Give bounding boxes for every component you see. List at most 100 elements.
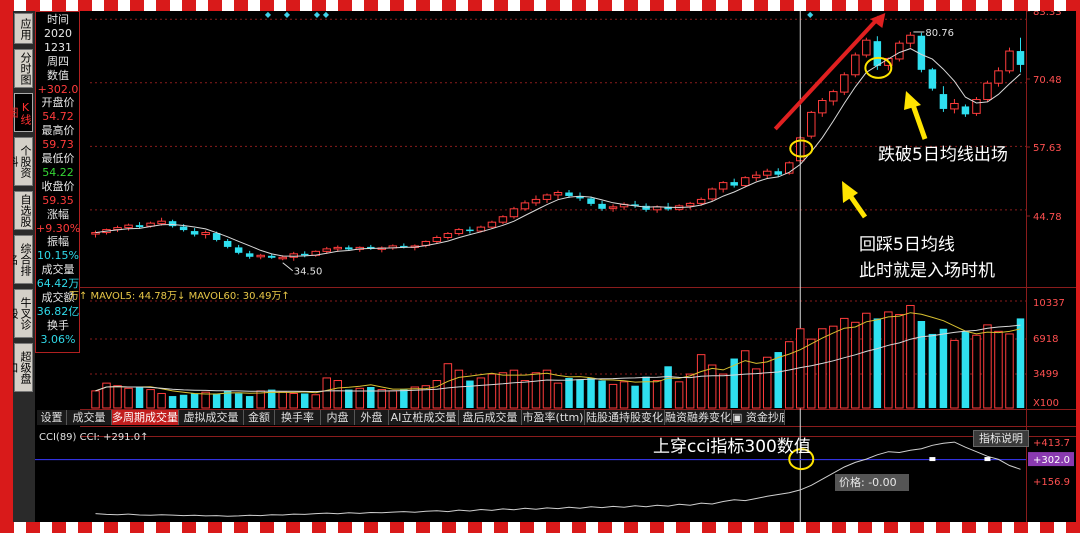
entry-signal-annotation-line1: 回踩5日均线: [859, 235, 955, 255]
candle-body: [476, 226, 486, 232]
candle-body: [751, 174, 761, 179]
info-panel-row: 1231: [44, 40, 72, 54]
info-panel-row: 数值: [47, 68, 69, 82]
candle-body: [256, 254, 265, 258]
indicator-tab-7[interactable]: 外盘: [355, 410, 389, 425]
candle-body: [367, 246, 375, 249]
candle-body: [201, 232, 210, 236]
event-diamond: ◆: [284, 11, 291, 19]
indicator-tab-5[interactable]: 换手率: [275, 410, 321, 425]
sidebar-tab-2[interactable]: K线图: [13, 93, 33, 132]
exit-signal-annotation: 跌破5日均线出场: [878, 145, 1008, 165]
candle-body: [1005, 50, 1014, 72]
indicator-tab-10[interactable]: 市盈率(ttm): [522, 410, 585, 425]
indicator-tab-2[interactable]: 多周期成交量: [112, 410, 179, 425]
sidebar-tab-0[interactable]: 应用: [14, 13, 33, 44]
volume-bar: [840, 317, 849, 409]
sidebar-tab-1[interactable]: 分时图: [14, 49, 33, 88]
indicator-tab-8[interactable]: AI立桩成交量: [389, 410, 459, 425]
volume-bar: [278, 391, 287, 409]
info-panel-row: 收盘价: [41, 179, 75, 193]
volume-bar: [950, 339, 959, 409]
indicator-help-button[interactable]: 指标说明: [973, 430, 1029, 447]
cci-axis-label: +413.7: [1033, 438, 1070, 449]
volume-bar: [917, 321, 926, 408]
volume-bar: [168, 396, 177, 408]
indicator-tab-1[interactable]: 成交量: [67, 410, 112, 425]
mavol60-line: [95, 324, 1021, 393]
volume-bar: [201, 391, 210, 409]
exit-circle: [864, 56, 893, 79]
volume-bar: [146, 389, 155, 409]
info-panel: 时间 2020 1231 周四 数值 +302.0 开盘价 54.72 最高价 59.73 最低价 5…: [35, 11, 80, 353]
candle-body: [509, 208, 519, 218]
volume-bar: [542, 369, 552, 409]
volume-bar: [289, 392, 298, 409]
sidebar-tab-4[interactable]: 自选股: [14, 191, 33, 230]
volume-bar: [124, 387, 133, 409]
low-marker: [282, 262, 294, 272]
indicator-tab-4[interactable]: 金额: [244, 410, 275, 425]
candle-body: [124, 224, 133, 229]
candle-body: [740, 177, 750, 187]
event-diamond: ◆: [265, 11, 272, 19]
volume-bar: [367, 387, 375, 408]
candle-body: [685, 202, 695, 207]
candle-body: [520, 202, 530, 210]
info-panel-row: 最高价: [41, 124, 75, 138]
indicator-tab-13[interactable]: ▣ 资金抄底: [732, 410, 785, 425]
sidebar-tab-3[interactable]: 个股资料: [13, 137, 33, 186]
volume-bar: [895, 314, 904, 409]
candle-body: [785, 162, 794, 174]
info-panel-row: 开盘价: [41, 96, 75, 110]
candle-body: [774, 171, 782, 175]
candle-body: [928, 69, 937, 89]
volume-bar: [961, 331, 970, 408]
entry-arrow-head: [842, 181, 858, 203]
candle-body: [278, 256, 287, 260]
volume-bar: [553, 382, 563, 409]
candle-body: [487, 221, 497, 228]
cci-current-value-box: [1028, 452, 1074, 467]
volume-bar: [598, 380, 606, 408]
candle-body: [961, 106, 970, 115]
indicator-tab-12[interactable]: 融资融券变化: [665, 410, 732, 425]
info-panel-row: 成交量: [41, 263, 75, 277]
indicator-tab-11[interactable]: 陆股通持股变化: [585, 410, 665, 425]
sidebar-tab-7[interactable]: 超级盘口: [13, 343, 33, 392]
candle-body: [906, 34, 915, 44]
volume-bar: [652, 380, 662, 409]
indicator-tab-0[interactable]: 设置: [37, 410, 67, 425]
candle-body: [696, 198, 706, 204]
cci-axis-label: +302.0: [1033, 455, 1070, 466]
indicator-tab-3[interactable]: 虚拟成交量: [179, 410, 244, 425]
candle-body: [345, 247, 353, 250]
volume-axis-label: X100: [1033, 398, 1059, 409]
volume-bar: [642, 376, 650, 408]
entry-arrow-line: [846, 192, 868, 219]
candle-body: [300, 253, 309, 256]
info-panel-row: 10.15%: [37, 249, 79, 263]
volume-bar: [587, 377, 595, 408]
candle-body: [179, 226, 188, 231]
volume-bar: [928, 333, 937, 408]
volume-bar: [674, 381, 684, 409]
exit-arrow-head: [904, 91, 921, 110]
volume-bar: [818, 328, 827, 409]
sidebar-tab-6[interactable]: 牛叉诊股: [13, 289, 33, 338]
candle-body: [730, 182, 738, 186]
sidebar-tab-5[interactable]: 综合排名: [13, 235, 33, 284]
entry-signal-annotation-line2: 此时就是入场时机: [859, 261, 995, 281]
candle-body: [267, 255, 276, 258]
volume-bar: [994, 330, 1003, 409]
volume-bar: [873, 318, 882, 408]
candle-body: [983, 82, 992, 101]
indicator-tab-9[interactable]: 盘后成交量: [459, 410, 522, 425]
volume-bars: 万↑ MAVOL5: 44.78万↓ MAVOL60: 30.49万↑: [69, 291, 1025, 409]
candle-body: [400, 245, 408, 248]
indicator-tab-6[interactable]: 内盘: [321, 410, 355, 425]
candle-body: [466, 229, 474, 232]
volume-bar: [685, 373, 695, 409]
candle-body: [576, 195, 584, 199]
